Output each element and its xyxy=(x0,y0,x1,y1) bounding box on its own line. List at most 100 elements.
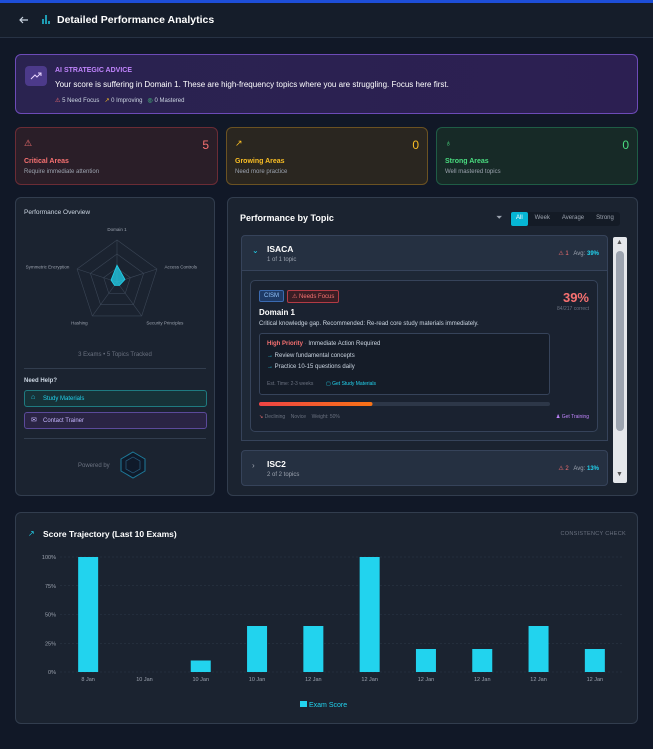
scrollbar[interactable]: ▲ ▼ xyxy=(613,237,627,483)
header: Detailed Performance Analytics xyxy=(0,0,653,38)
advice-stats: ⚠ 5 Need Focus ↗ 0 Improving ◎ 0 Mastere… xyxy=(55,97,184,104)
icon: ⚠ xyxy=(558,466,564,472)
group-count: 1 xyxy=(565,251,569,257)
tag: ⚠ Needs Focus xyxy=(287,290,340,303)
tag: CISM xyxy=(259,290,284,302)
topic-correct: 84/217 correct xyxy=(557,306,589,312)
topic-description: Critical knowledge gap. Recommended: Re-… xyxy=(259,321,479,327)
topic-score: 39% xyxy=(562,290,589,305)
priority-note: Immediate Action Required xyxy=(308,341,381,347)
card-title: Critical Areas xyxy=(24,158,69,165)
avg-value: 13% xyxy=(586,466,599,472)
study-link[interactable]: ▢ Get Study Materials xyxy=(326,381,377,387)
topic-meta: ↘ Declining Novice Weight: 50% xyxy=(259,414,340,420)
divider xyxy=(24,368,206,369)
filter-button[interactable]: Strong xyxy=(596,215,614,221)
scroll-up[interactable]: ▲ xyxy=(616,239,623,246)
trend: Declining xyxy=(264,414,286,420)
group-subtitle: 2 of 2 topics xyxy=(267,472,300,478)
group-subtitle: 1 of 1 topic xyxy=(267,257,297,263)
scroll-thumb[interactable] xyxy=(616,251,624,431)
group-isaca[interactable]: ⌄ ISACA 1 of 1 topic ⚠ 1 Avg: 39% xyxy=(241,235,608,271)
action: → Review fundamental concepts xyxy=(267,353,355,359)
icon: ⌂ xyxy=(31,394,36,401)
icon: ◎ xyxy=(147,98,153,104)
group-stats: ⚠ 1 Avg: 39% xyxy=(558,250,599,257)
group-count: 2 xyxy=(565,466,569,472)
overview-footnote: 3 Exams • 5 Topics Tracked xyxy=(78,352,152,358)
stat: 5 Need Focus xyxy=(62,98,100,104)
page-title: Detailed Performance Analytics xyxy=(57,14,215,26)
chart-note: CONSISTENCY CHECK xyxy=(560,531,626,537)
advice-icon xyxy=(25,66,47,86)
advice-text: Your score is suffering in Domain 1. The… xyxy=(55,80,449,89)
overview-title: Performance Overview xyxy=(24,209,91,216)
filter-icon: ⏷ xyxy=(496,213,503,222)
icon: ✉ xyxy=(31,417,37,424)
card-title: Growing Areas xyxy=(235,158,285,165)
link-label: Get Training xyxy=(561,414,589,420)
group-isc2[interactable]: › ISC2 2 of 2 topics ⚠ 2 Avg: 13% xyxy=(241,450,608,486)
header-icons xyxy=(19,15,50,24)
training-link[interactable]: ♟ Get Training xyxy=(555,414,589,420)
icon: ↗ xyxy=(235,138,243,148)
card-critical: ⚠ 5 Critical Areas Require immediate att… xyxy=(15,127,218,185)
study-materials-button[interactable]: ⌂ Study Materials xyxy=(24,390,207,407)
powered-by: Powered by xyxy=(78,463,110,469)
card-title: Strong Areas xyxy=(445,158,489,165)
est-time: Est. Time: 2-3 weeks xyxy=(267,381,314,387)
help-title: Need Help? xyxy=(24,378,58,384)
card-value: 0 xyxy=(622,138,629,152)
progress-track xyxy=(259,402,550,406)
link-label: Get Study Materials xyxy=(332,381,377,387)
filter-button[interactable]: All xyxy=(511,212,528,226)
card-subtitle: Well mastered topics xyxy=(445,169,501,175)
card-value: 0 xyxy=(412,138,419,152)
icon: ⚠ xyxy=(55,98,61,104)
priority: High Priority xyxy=(267,341,304,347)
stat: 0 Mastered xyxy=(154,98,185,104)
icon: ⚠ xyxy=(558,251,564,257)
avg-label: Avg: xyxy=(573,466,586,472)
contact-trainer-button[interactable]: ✉ Contact Trainer xyxy=(24,412,207,429)
topic-name: Domain 1 xyxy=(259,308,296,317)
filter-button[interactable]: Average xyxy=(561,215,585,221)
card-growing: ↗ 0 Growing Areas Need more practice xyxy=(226,127,428,185)
icon: ♁ xyxy=(445,138,452,148)
icon: ⚠ xyxy=(24,138,33,148)
divider xyxy=(24,438,206,439)
chevron: › xyxy=(252,461,255,470)
card-strong: ♁ 0 Strong Areas Well mastered topics xyxy=(436,127,638,185)
logo xyxy=(120,451,146,479)
button-label: Contact Trainer xyxy=(43,418,85,424)
topics-panel: Performance by Topic ⏷ All Week Average Str… xyxy=(227,197,638,496)
avg-label: Avg: xyxy=(573,251,586,257)
group-name: ISACA xyxy=(267,244,294,254)
button-label: Study Materials xyxy=(43,396,85,402)
action-box: High Priority · Immediate Action Require… xyxy=(259,333,550,395)
chart-title: Score Trajectory (Last 10 Exams) xyxy=(43,529,177,539)
overview-panel: Performance Overview 3 Exams • 5 Topics … xyxy=(15,197,215,496)
topic-card: CISM ⚠ Needs Focus 39% 84/217 correct Do… xyxy=(250,280,598,432)
action-text: Practice 10-15 questions daily xyxy=(274,364,355,370)
trajectory-panel: ↗ Score Trajectory (Last 10 Exams) CONSI… xyxy=(15,512,638,724)
level: Novice xyxy=(290,414,307,420)
stat: 0 Improving xyxy=(111,98,143,104)
topics-title: Performance by Topic xyxy=(240,213,334,223)
action-text: Review fundamental concepts xyxy=(274,353,355,359)
advice-banner: AI STRATEGIC ADVICE Your score is suffer… xyxy=(15,54,638,114)
chevron: ⌄ xyxy=(252,246,259,255)
action: → Practice 10-15 questions daily xyxy=(267,364,355,370)
filter-group: All Week Average Strong xyxy=(510,212,620,226)
group-name: ISC2 xyxy=(267,459,286,469)
card-subtitle: Need more practice xyxy=(235,169,288,175)
filter-button[interactable]: Week xyxy=(534,215,550,221)
weight: Weight: 50% xyxy=(311,414,340,420)
priority-line: High Priority · Immediate Action Require… xyxy=(267,341,381,347)
progress-fill xyxy=(259,402,373,406)
card-subtitle: Require immediate attention xyxy=(24,169,100,175)
scroll-down[interactable]: ▼ xyxy=(616,471,623,478)
icon: ↗ xyxy=(28,529,35,538)
